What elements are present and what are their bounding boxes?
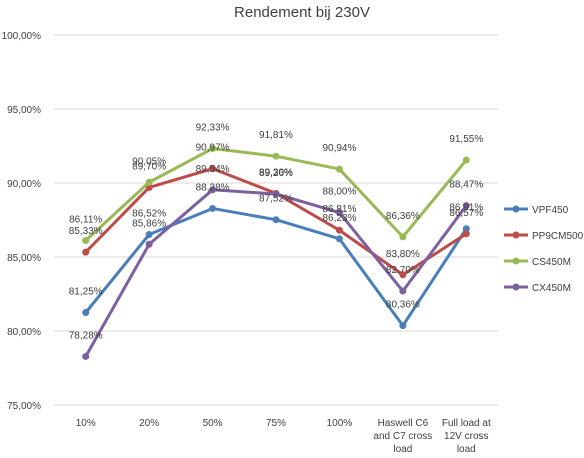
data-label-cs450m: 90,05% — [132, 156, 166, 167]
legend-marker-cs450m — [512, 257, 520, 265]
x-tick-label: 50% — [203, 418, 223, 429]
data-label-cx450m: 88,47% — [449, 180, 483, 191]
data-label-pp9cm500: 86,57% — [449, 208, 483, 219]
legend: VPF450 PP9CM500 CS450M CX450M — [504, 205, 584, 294]
data-label-vpf450: 86,52% — [132, 209, 166, 220]
data-point-vpf450 — [462, 225, 470, 233]
data-point-vpf450 — [272, 216, 280, 224]
data-label-cx450m: 78,28% — [69, 330, 103, 341]
data-point-cs450m — [462, 156, 470, 164]
data-label-cx450m: 89,54% — [196, 164, 230, 175]
data-label-pp9cm500: 90,97% — [196, 143, 230, 154]
data-label-cx450m: 82,70% — [386, 265, 420, 276]
data-point-cs450m — [82, 237, 90, 245]
data-label-cx450m: 89,26% — [259, 168, 293, 179]
data-point-cx450m — [399, 287, 407, 295]
x-tick-label: Haswell C6 and C7 cross load — [373, 418, 432, 455]
y-tick-label: 80,00% — [7, 327, 41, 338]
data-point-cx450m — [462, 202, 470, 210]
data-label-pp9cm500: 85,33% — [69, 226, 103, 237]
data-point-cs450m — [209, 145, 217, 153]
data-label-vpf450: 86,23% — [322, 213, 356, 224]
data-label-cs450m: 92,33% — [196, 123, 230, 134]
data-point-vpf450 — [145, 231, 153, 239]
chart-title: Rendement bij 230V — [234, 4, 370, 21]
x-axis: 10% 20% 50% 75% 100% Haswell C6 and C7 cross lo… — [76, 418, 491, 455]
data-label-vpf450: 87,52% — [259, 194, 293, 205]
data-point-cx450m — [82, 352, 90, 360]
legend-item-cx450m: CX450M — [504, 283, 571, 294]
data-point-pp9cm500 — [335, 226, 343, 234]
y-tick-label: 90,00% — [7, 179, 41, 190]
series-lines — [82, 145, 470, 360]
legend-item-vpf450: VPF450 — [504, 205, 569, 216]
legend-label-vpf450: VPF450 — [532, 205, 569, 216]
y-tick-label: 100,00% — [2, 31, 42, 42]
data-point-pp9cm500 — [82, 248, 90, 256]
data-point-pp9cm500 — [462, 230, 470, 238]
data-label-cs450m: 91,81% — [259, 130, 293, 141]
data-label-cx450m: 85,86% — [132, 218, 166, 229]
data-label-pp9cm500: 86,81% — [322, 204, 356, 215]
data-label-cx450m: 88,00% — [322, 187, 356, 198]
legend-item-pp9cm500: PP9CM500 — [504, 231, 584, 242]
legend-marker-vpf450 — [512, 205, 520, 213]
data-point-cx450m — [335, 209, 343, 217]
data-point-vpf450 — [335, 235, 343, 243]
x-tick-label: Full load at 12V cross load — [442, 418, 491, 455]
data-point-cx450m — [209, 186, 217, 194]
x-tick-label: 20% — [139, 418, 159, 429]
legend-marker-cx450m — [512, 283, 520, 291]
data-label-cs450m: 86,36% — [386, 211, 420, 222]
x-tick-label: 10% — [76, 418, 96, 429]
data-labels: 81,25% 86,52% 88,28% 87,52% 86,23% 80,36% 86,9… — [69, 123, 484, 342]
y-tick-label: 85,00% — [7, 253, 41, 264]
data-point-vpf450 — [209, 204, 217, 212]
data-point-vpf450 — [399, 322, 407, 330]
data-point-cs450m — [272, 152, 280, 160]
data-label-pp9cm500: 89,70% — [132, 161, 166, 172]
legend-item-cs450m: CS450M — [504, 257, 571, 268]
data-label-pp9cm500: 83,80% — [386, 249, 420, 260]
legend-label-pp9cm500: PP9CM500 — [532, 231, 584, 242]
data-point-pp9cm500 — [399, 271, 407, 279]
data-point-cs450m — [335, 165, 343, 173]
x-tick-label: 100% — [327, 418, 353, 429]
data-label-vpf450: 88,28% — [196, 182, 230, 193]
legend-label-cs450m: CS450M — [532, 257, 571, 268]
data-label-pp9cm500: 89,30% — [259, 167, 293, 178]
data-label-cs450m: 90,94% — [322, 143, 356, 154]
data-point-cx450m — [272, 190, 280, 198]
y-axis: 75,00% 80,00% 85,00% 90,00% 95,00% 100,00% — [2, 31, 42, 412]
data-point-vpf450 — [82, 309, 90, 316]
data-label-vpf450: 81,25% — [69, 287, 103, 298]
gridlines — [54, 34, 498, 406]
data-label-vpf450: 86,91% — [449, 203, 483, 214]
data-label-cs450m: 91,55% — [449, 134, 483, 145]
data-point-pp9cm500 — [209, 165, 217, 173]
data-point-cs450m — [399, 233, 407, 241]
data-point-cx450m — [145, 240, 153, 248]
y-tick-label: 95,00% — [7, 105, 41, 116]
legend-label-cx450m: CX450M — [532, 283, 571, 294]
data-label-vpf450: 80,36% — [386, 300, 420, 311]
legend-marker-pp9cm500 — [512, 231, 520, 239]
data-label-cs450m: 86,11% — [69, 215, 102, 226]
data-point-cs450m — [145, 178, 153, 186]
x-tick-label: 75% — [266, 418, 286, 429]
y-tick-label: 75,00% — [7, 401, 41, 412]
